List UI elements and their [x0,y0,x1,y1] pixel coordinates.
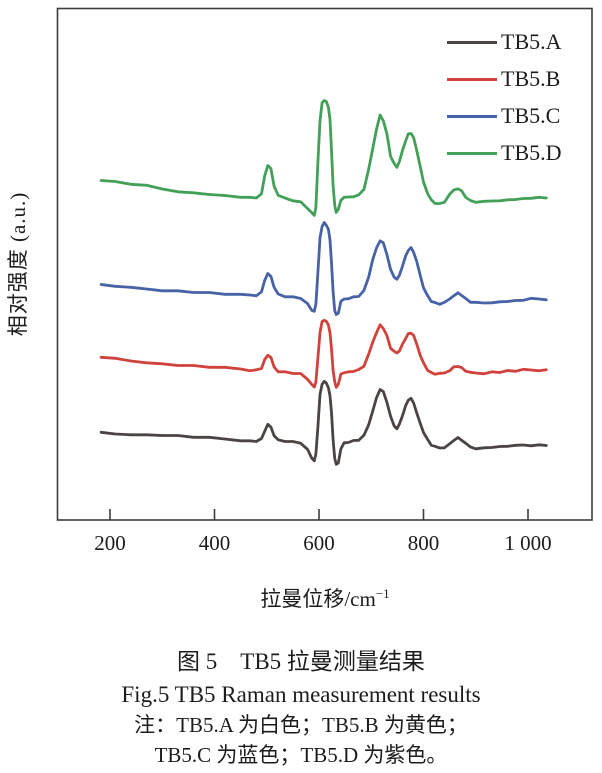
x-tick-label-200: 200 [94,531,126,555]
raman-chart [56,7,593,521]
legend-label-tb5b: TB5.B [501,66,561,91]
legend-item-tb5b: TB5.B [447,66,562,91]
figure-captions: 图 5 TB5 拉曼测量结果 Fig.5 TB5 Raman measureme… [0,644,602,770]
legend-label-tb5a: TB5.A [501,29,562,54]
figure-caption-en: Fig.5 TB5 Raman measurement results [121,682,481,707]
trace-TB5.D [99,99,548,217]
legend-line-icon-tb5b [447,77,497,81]
legend: TB5.A TB5.B TB5.C TB5.D [447,29,562,165]
x-tick-label-1000: 1 000 [504,531,552,555]
x-axis-label: 拉曼位移/cm−1 [260,583,389,613]
legend-item-tb5d: TB5.D [447,140,562,165]
x-axis-label-exponent: −1 [375,586,390,601]
trace-TB5.B [99,318,548,389]
legend-line-icon-tb5c [447,114,497,118]
trace-TB5.A [99,379,548,466]
legend-line-icon-tb5a [447,40,497,44]
legend-label-tb5c: TB5.C [501,103,561,128]
legend-item-tb5a: TB5.A [447,29,562,54]
y-axis-label: 相对强度 (a.u.) [6,191,30,337]
trace-TB5.C [99,221,548,316]
x-tick-label-400: 400 [198,531,231,555]
legend-item-tb5c: TB5.C [447,103,562,128]
x-axis-label-text: 拉曼位移/cm [260,587,376,611]
figure-note-line2: TB5.C 为蓝色；TB5.D 为紫色。 [154,743,448,767]
legend-line-icon-tb5d [447,151,497,155]
x-tick-label-800: 800 [407,531,440,555]
figure-caption-cn: 图 5 TB5 拉曼测量结果 [177,649,425,674]
x-tick-label-600: 600 [303,531,335,555]
figure-note-line1: 注：TB5.A 为白色；TB5.B 为黄色； [134,713,468,737]
legend-label-tb5d: TB5.D [501,140,562,165]
plot-frame [56,7,593,521]
